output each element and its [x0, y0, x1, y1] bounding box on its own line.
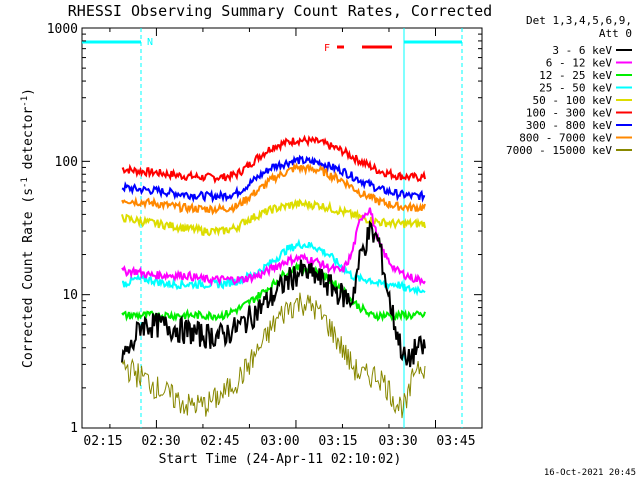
series-line-25-50-kev: [122, 238, 426, 297]
x-axis: 02:15 02:30 02:45 03:00 03:15 03:30 03:4…: [83, 28, 483, 467]
x-tick-label-0315: 03:15: [318, 434, 357, 449]
y-axis: 1000 100 10 1 Corrected Count Rate (s-1 …: [20, 22, 482, 436]
x-tick-label-0245: 02:45: [200, 434, 239, 449]
x-tick-label-0230: 02:30: [141, 434, 180, 449]
legend-label-6: 300 - 800 keV: [526, 119, 612, 132]
legend-label-2: 12 - 25 keV: [539, 69, 612, 82]
legend-label-4: 50 - 100 keV: [533, 94, 613, 107]
y-tick-label-1000: 1000: [47, 22, 78, 37]
series-line-300-800-kev: [121, 154, 426, 204]
x-tick-label-0215: 02:15: [83, 434, 122, 449]
chart-title: RHESSI Observing Summary Count Rates, Co…: [68, 2, 492, 20]
x-axis-label: Start Time (24-Apr-11 02:10:02): [159, 452, 402, 467]
legend-label-7: 800 - 7000 keV: [519, 132, 612, 145]
y-tick-label-100: 100: [55, 155, 78, 170]
x-tick-label-0330: 03:30: [378, 434, 417, 449]
series-line-6-12-kev: [121, 207, 426, 287]
y-tick-label-1: 1: [70, 421, 78, 436]
legend-header-detectors: Det 1,3,4,5,6,9,: [526, 14, 632, 27]
legend-label-3: 25 - 50 keV: [539, 82, 612, 95]
plot-area: NF: [81, 27, 483, 429]
legend-label-0: 3 - 6 keV: [552, 44, 612, 57]
legend-label-8: 7000 - 15000 keV: [506, 144, 612, 157]
series-line-12-25-kev: [121, 261, 426, 323]
generation-timestamp: 16-Oct-2021 20:45: [544, 468, 636, 478]
legend-label-5: 100 - 300 keV: [526, 107, 612, 120]
series-line-3-6-kev: [121, 220, 426, 368]
night-flag-label: N: [147, 37, 153, 48]
y-axis-label: Corrected Count Rate (s-1 detector-1): [20, 88, 36, 368]
series-line-7000-15000-kev: [121, 292, 426, 419]
x-tick-label-0345: 03:45: [436, 434, 475, 449]
y-tick-label-10: 10: [62, 288, 78, 303]
flare-flag-label: F: [324, 43, 330, 54]
series-line-50-100-kev: [121, 198, 426, 237]
series-line-100-300-kev: [121, 134, 426, 185]
legend-label-1: 6 - 12 keV: [546, 57, 613, 70]
series-line-800-7000-kev: [121, 162, 426, 216]
legend-header-attenuator: Att 0: [599, 27, 632, 40]
x-tick-label-0300: 03:00: [260, 434, 299, 449]
plot-frame: [81, 27, 483, 429]
